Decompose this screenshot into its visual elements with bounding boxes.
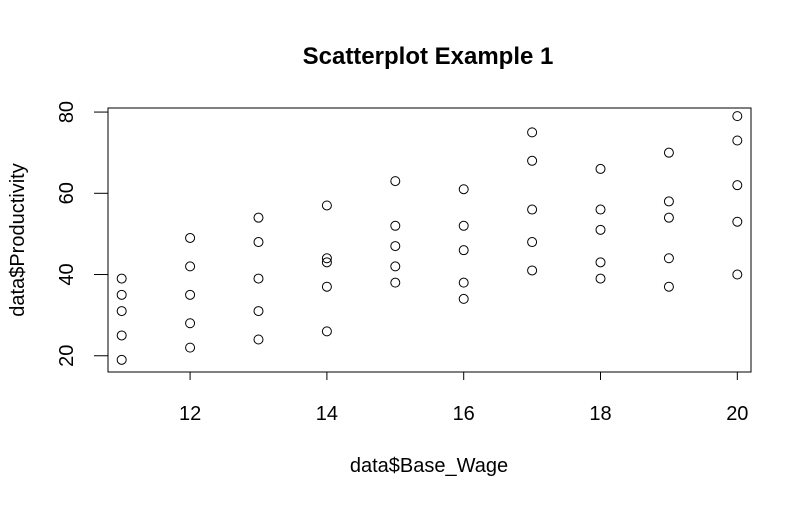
data-point (185, 318, 196, 329)
data-point (321, 326, 332, 337)
data-point (321, 253, 332, 264)
data-point (185, 232, 196, 243)
data-point (321, 200, 332, 211)
x-tick-label: 14 (316, 403, 338, 425)
data-point (527, 237, 538, 248)
y-tick-label: 60 (56, 182, 78, 204)
data-point (116, 354, 127, 365)
x-tick-label: 16 (453, 403, 475, 425)
data-point (253, 334, 264, 345)
data-point (595, 163, 606, 174)
data-point (253, 273, 264, 284)
data-point (390, 277, 401, 288)
data-point (732, 180, 743, 191)
y-tick-label: 20 (56, 345, 78, 367)
x-tick-label: 20 (726, 403, 748, 425)
data-point (527, 265, 538, 276)
data-point (321, 281, 332, 292)
data-point (390, 220, 401, 231)
x-tick-label: 18 (589, 403, 611, 425)
data-points (116, 111, 743, 365)
y-tick-label: 80 (56, 101, 78, 123)
data-point (663, 147, 674, 158)
data-point (595, 204, 606, 215)
data-point (458, 293, 469, 304)
y-tick-label: 40 (56, 263, 78, 285)
data-point (732, 111, 743, 122)
x-axis-label: data$Base_Wage (350, 455, 508, 477)
data-point (663, 281, 674, 292)
data-point (185, 261, 196, 272)
data-point (663, 196, 674, 207)
data-point (458, 245, 469, 256)
data-point (116, 330, 127, 341)
data-point (116, 273, 127, 284)
data-point (595, 273, 606, 284)
data-point (458, 220, 469, 231)
data-point (253, 306, 264, 317)
data-point (732, 135, 743, 146)
data-point (732, 269, 743, 280)
data-point (732, 216, 743, 227)
data-point (663, 253, 674, 264)
data-point (116, 289, 127, 300)
data-point (595, 257, 606, 268)
x-axis: 12 14 16 18 20 (179, 372, 748, 425)
data-point (253, 212, 264, 223)
y-axis: 20 40 60 80 (56, 101, 108, 367)
data-point (527, 155, 538, 166)
data-point (321, 257, 332, 268)
plot-area-frame (107, 107, 752, 373)
data-point (458, 277, 469, 288)
data-point (663, 212, 674, 223)
data-point (185, 289, 196, 300)
data-point (458, 184, 469, 195)
data-point (116, 306, 127, 317)
data-point (253, 237, 264, 248)
chart-title: Scatterplot Example 1 (303, 43, 554, 70)
data-point (527, 127, 538, 138)
data-point (390, 261, 401, 272)
data-point (390, 241, 401, 252)
data-point (185, 342, 196, 353)
data-point (595, 224, 606, 235)
y-axis-label: data$Productivity (7, 163, 29, 316)
data-point (527, 204, 538, 215)
data-point (390, 176, 401, 187)
x-tick-label: 12 (179, 403, 201, 425)
